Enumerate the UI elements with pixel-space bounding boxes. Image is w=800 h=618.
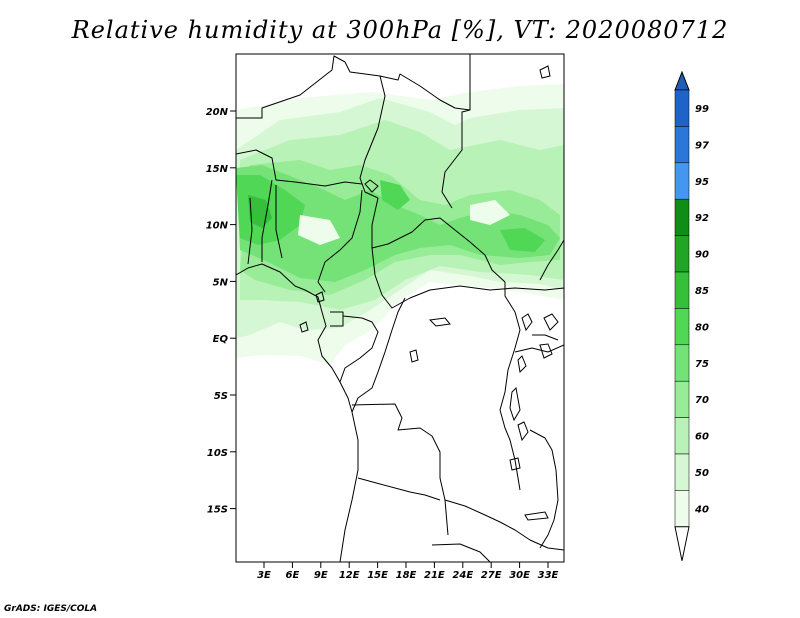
lon-label: 6E — [286, 570, 300, 581]
lon-label: 21E — [424, 570, 445, 581]
lat-label: 15N — [206, 164, 229, 175]
legend-label: 99 — [695, 104, 709, 115]
legend-label: 75 — [695, 359, 709, 370]
legend-label: 80 — [695, 322, 709, 333]
lat-label: 10N — [206, 221, 229, 232]
lat-label: 10S — [207, 448, 228, 459]
lon-label: 27E — [481, 570, 502, 581]
legend-bottom-arrow — [674, 526, 690, 561]
legend-bin — [674, 344, 690, 382]
legend-label: 60 — [695, 432, 709, 443]
legend-label: 50 — [695, 468, 709, 479]
lon-label: 30E — [509, 570, 530, 581]
lon-label: 12E — [339, 570, 360, 581]
lat-label: EQ — [213, 334, 229, 345]
lon-label: 3E — [257, 570, 271, 581]
grads-credit: GrADS: IGES/COLA — [4, 604, 98, 614]
legend-label: 40 — [694, 504, 709, 515]
country-borders — [236, 54, 564, 562]
latitude-axis: 20N 15N 10N 5N EQ 5S 10S 15S — [206, 107, 236, 516]
color-legend: 99 97 95 92 90 85 80 75 70 60 50 40 — [674, 70, 709, 561]
lon-label: 15E — [367, 570, 388, 581]
legend-bin — [674, 89, 690, 127]
legend-bin — [674, 126, 690, 164]
legend-bin — [674, 380, 690, 418]
legend-label: 92 — [695, 213, 709, 224]
legend-bin — [674, 271, 690, 309]
lat-label: 5N — [213, 277, 229, 288]
legend-bin — [674, 308, 690, 346]
lat-label: 20N — [206, 107, 229, 118]
humidity-shading — [236, 84, 564, 365]
legend-label: 70 — [695, 395, 709, 406]
legend-label: 97 — [695, 140, 709, 151]
legend-bin — [674, 235, 690, 273]
lon-label: 9E — [314, 570, 328, 581]
legend-bin — [674, 490, 690, 528]
legend-bin — [674, 453, 690, 491]
legend-label: 95 — [695, 177, 709, 188]
lat-label: 5S — [214, 391, 228, 402]
legend-label: 90 — [695, 250, 709, 261]
legend-label: 85 — [695, 286, 709, 297]
lon-label: 24E — [452, 570, 473, 581]
lon-label: 18E — [396, 570, 417, 581]
legend-bin — [674, 417, 690, 455]
longitude-axis: 3E 6E 9E 12E 15E 18E 21E 24E 27E 30E 33E — [257, 562, 559, 581]
lon-label: 33E — [538, 570, 559, 581]
legend-bin — [674, 198, 690, 236]
legend-bin — [674, 162, 690, 200]
lat-label: 15S — [207, 505, 228, 516]
map-frame — [235, 53, 565, 563]
legend-top-arrow — [674, 70, 690, 91]
map-title: Relative humidity at 300hPa [%], VT: 202… — [71, 16, 729, 44]
water-bodies — [299, 65, 559, 521]
